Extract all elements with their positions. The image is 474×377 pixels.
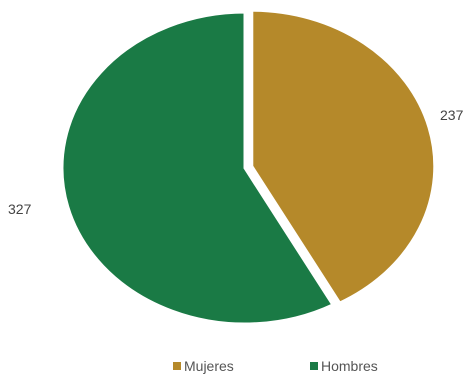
legend-label-hombres: Hombres: [321, 358, 378, 374]
legend: Mujeres Hombres: [173, 358, 378, 374]
pie-slices: [60, 8, 437, 326]
data-label-mujeres: 237: [440, 107, 464, 123]
data-label-hombres: 327: [8, 201, 32, 217]
legend-label-mujeres: Mujeres: [184, 358, 234, 374]
legend-swatch-hombres: [310, 362, 318, 370]
legend-swatch-mujeres: [173, 362, 181, 370]
pie-slice-hombres: [60, 10, 336, 326]
pie-slice-mujeres: [250, 8, 437, 305]
